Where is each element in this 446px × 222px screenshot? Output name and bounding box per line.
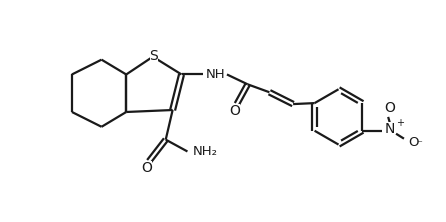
Text: ⁻: ⁻ [416, 140, 421, 150]
Text: O: O [229, 104, 240, 118]
Text: S: S [149, 49, 158, 63]
Text: NH₂: NH₂ [192, 145, 217, 158]
Text: +: + [396, 118, 404, 128]
Text: NH: NH [205, 68, 225, 81]
Text: O: O [385, 101, 396, 115]
Text: O: O [141, 161, 153, 175]
Text: N: N [385, 122, 395, 136]
Text: O: O [408, 136, 418, 149]
